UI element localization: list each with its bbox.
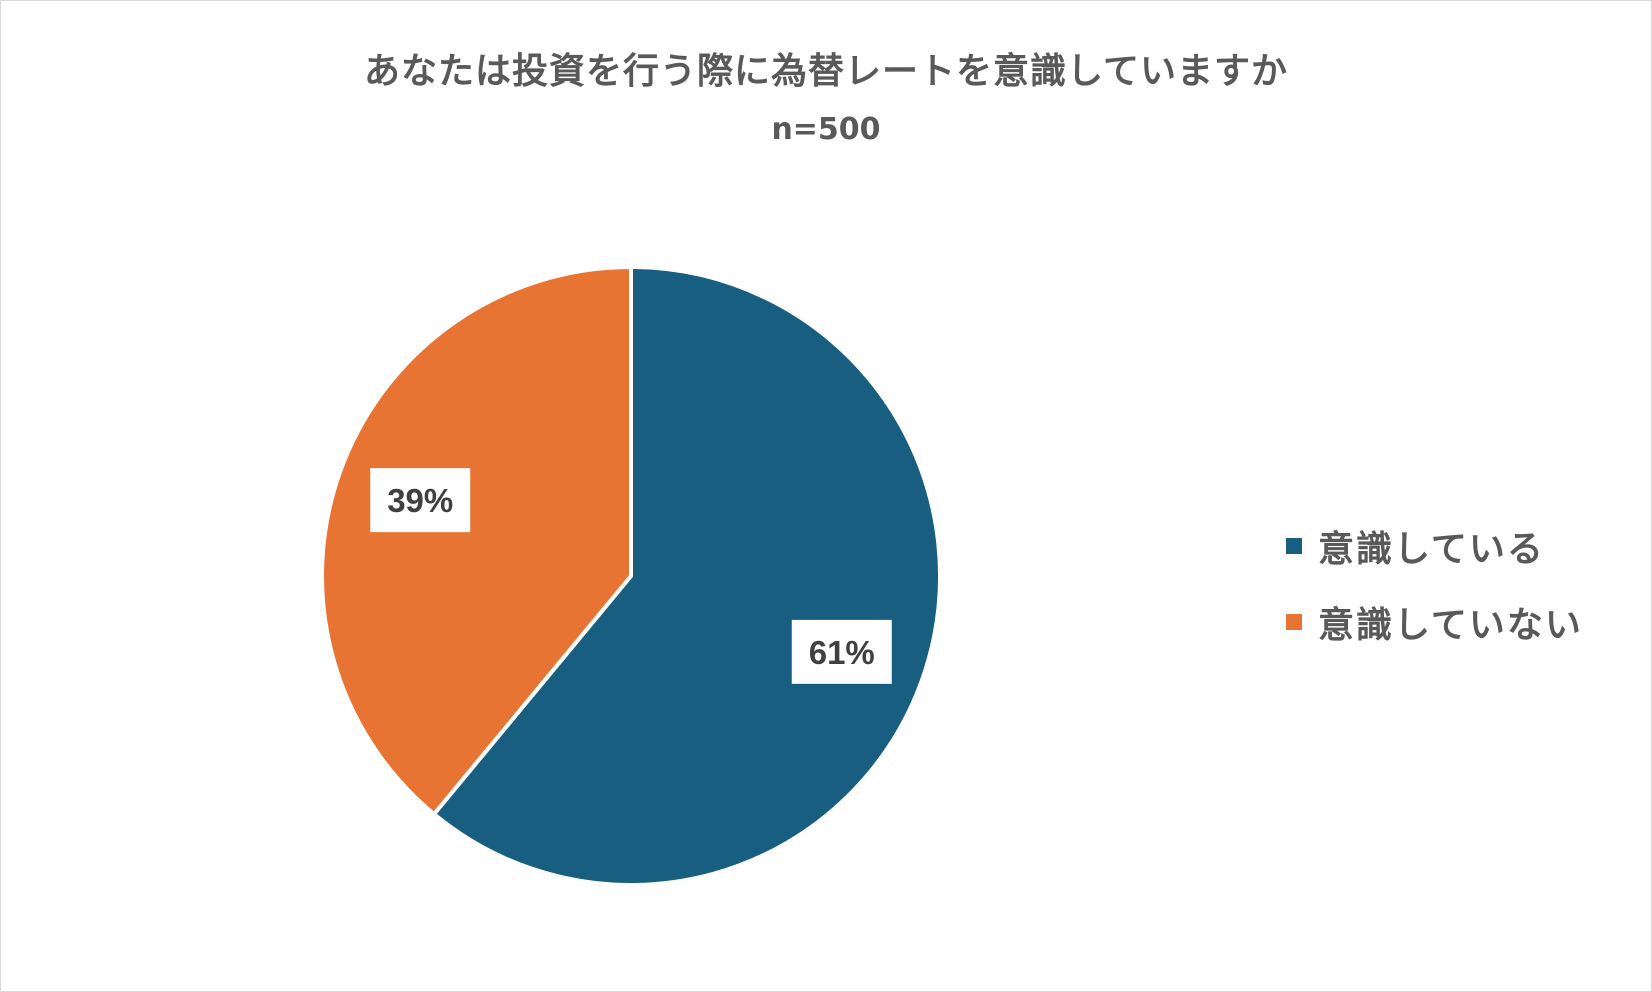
pie-labels: 61% 39% — [370, 468, 892, 684]
pie-data-label-not-aware-box — [370, 468, 471, 533]
pie-data-label-aware-text: 61% — [809, 634, 875, 671]
legend-label-aware: 意識している — [1318, 529, 1545, 570]
chart-subtitle: n=500 — [771, 112, 881, 147]
pie-slice-aware — [432, 265, 942, 887]
pie-data-label-not-aware: 39% — [370, 468, 471, 533]
legend-swatch-not-aware — [1286, 614, 1302, 630]
pie-slice-not-aware — [320, 265, 633, 817]
pie-data-label-aware-box — [791, 619, 892, 684]
chart-title: あなたは投資を行う際に為替レートを意識していますか — [364, 51, 1288, 92]
pie-data-label-aware: 61% — [791, 619, 892, 684]
legend-swatch-aware — [1286, 538, 1302, 554]
legend-label-not-aware: 意識していない — [1318, 605, 1583, 646]
chart-legend: 意識している 意識していない — [1286, 508, 1583, 660]
pie-data-label-not-aware-text: 39% — [387, 482, 453, 519]
legend-item-aware: 意識している — [1286, 508, 1583, 584]
legend-item-not-aware: 意識していない — [1286, 584, 1583, 660]
pie-slices — [320, 265, 942, 887]
